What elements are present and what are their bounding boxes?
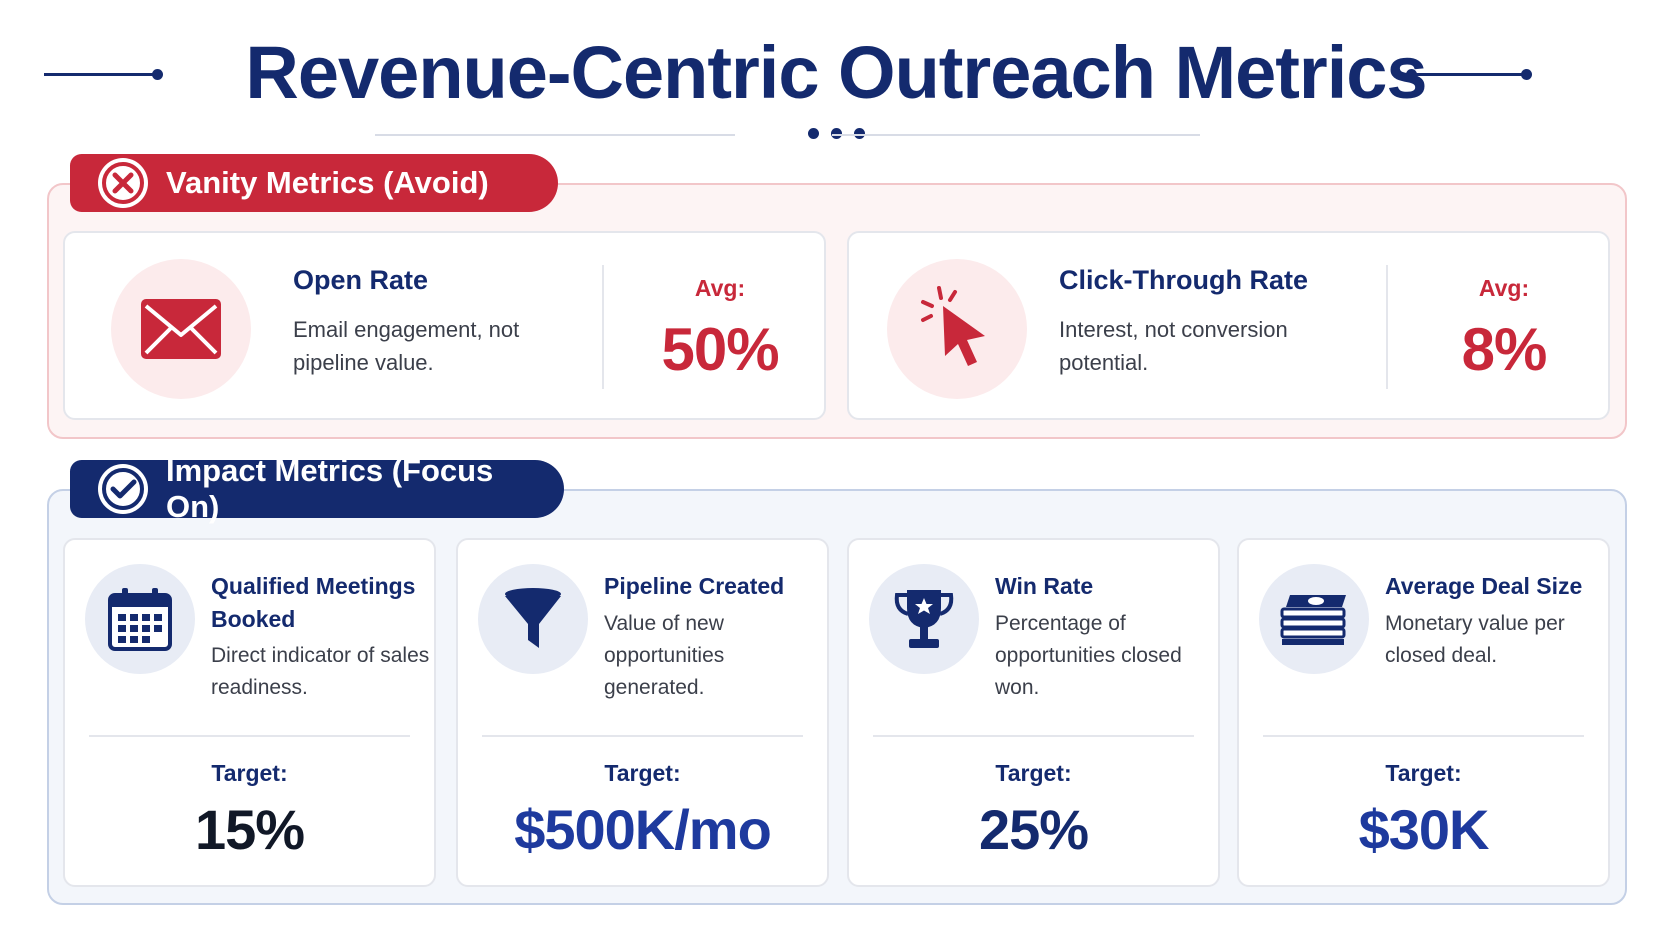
metric-card-pipeline-created: Pipeline Created Value of new opportunit… <box>456 538 829 887</box>
card-divider <box>1263 735 1584 737</box>
metric-description: Monetary value per closed deal. <box>1385 612 1565 667</box>
metric-description: Email engagement, not pipeline value. <box>293 317 520 375</box>
avg-value: 50% <box>661 316 779 383</box>
title-underline-left <box>375 134 735 136</box>
funnel-icon <box>478 564 588 674</box>
target-label: Target: <box>211 760 288 786</box>
metric-card-average-deal-size: Average Deal Size Monetary value per clo… <box>1237 538 1610 887</box>
target-value: $500K/mo <box>514 798 772 861</box>
metric-name: Average Deal Size <box>1385 573 1583 599</box>
title-dots <box>808 128 865 139</box>
avg-value: 8% <box>1461 316 1548 383</box>
target-label: Target: <box>1385 760 1462 786</box>
metric-name: Open Rate <box>293 265 429 295</box>
target-value: $30K <box>1358 798 1490 861</box>
card-divider <box>1386 265 1388 389</box>
metric-description: Value of new opportunities generated. <box>604 612 725 699</box>
metric-name: Pipeline Created <box>604 573 785 599</box>
card-divider <box>873 735 1194 737</box>
check-circle-icon <box>98 464 148 514</box>
target-label: Target: <box>995 760 1072 786</box>
target-label: Target: <box>604 760 681 786</box>
impact-heading: Impact Metrics (Focus On) <box>166 453 494 524</box>
avg-label: Avg: <box>1478 275 1530 301</box>
title-rule-left <box>44 69 163 80</box>
trophy-icon <box>869 564 979 674</box>
card-divider <box>482 735 803 737</box>
page-title: Revenue-Centric Outreach Metrics <box>245 31 1427 114</box>
metric-name: Win Rate <box>995 573 1094 599</box>
metric-description: Direct indicator of sales readiness. <box>211 644 430 699</box>
cursor-click-icon <box>887 259 1027 399</box>
metric-description: Percentage of opportunities closed won. <box>995 612 1182 699</box>
metric-name: Click-Through Rate <box>1059 265 1309 295</box>
card-divider <box>89 735 410 737</box>
money-stack-icon <box>1259 564 1369 674</box>
metric-card-qualified-meetings: Qualified Meetings Booked Direct indicat… <box>63 538 436 887</box>
vanity-heading: Vanity Metrics (Avoid) <box>166 165 489 200</box>
metric-description: Interest, not conversion potential. <box>1059 317 1288 375</box>
impact-badge: Impact Metrics (Focus On) <box>70 453 564 524</box>
title-rule-right <box>1406 69 1532 80</box>
metric-name: Qualified Meetings Booked <box>211 573 416 632</box>
title-underline-right <box>832 134 1200 136</box>
metric-card-open-rate: Open Rate Email engagement, not pipeline… <box>63 231 826 420</box>
card-divider <box>602 265 604 389</box>
metric-card-win-rate: Win Rate Percentage of opportunities clo… <box>847 538 1220 887</box>
target-value: 25% <box>978 798 1089 861</box>
metric-card-click-through-rate: Click-Through Rate Interest, not convers… <box>847 231 1610 420</box>
calendar-icon <box>85 564 195 674</box>
target-value: 15% <box>194 798 305 861</box>
envelope-icon <box>111 259 251 399</box>
vanity-badge: Vanity Metrics (Avoid) <box>70 154 558 212</box>
x-circle-icon <box>98 158 148 208</box>
avg-label: Avg: <box>694 275 746 301</box>
